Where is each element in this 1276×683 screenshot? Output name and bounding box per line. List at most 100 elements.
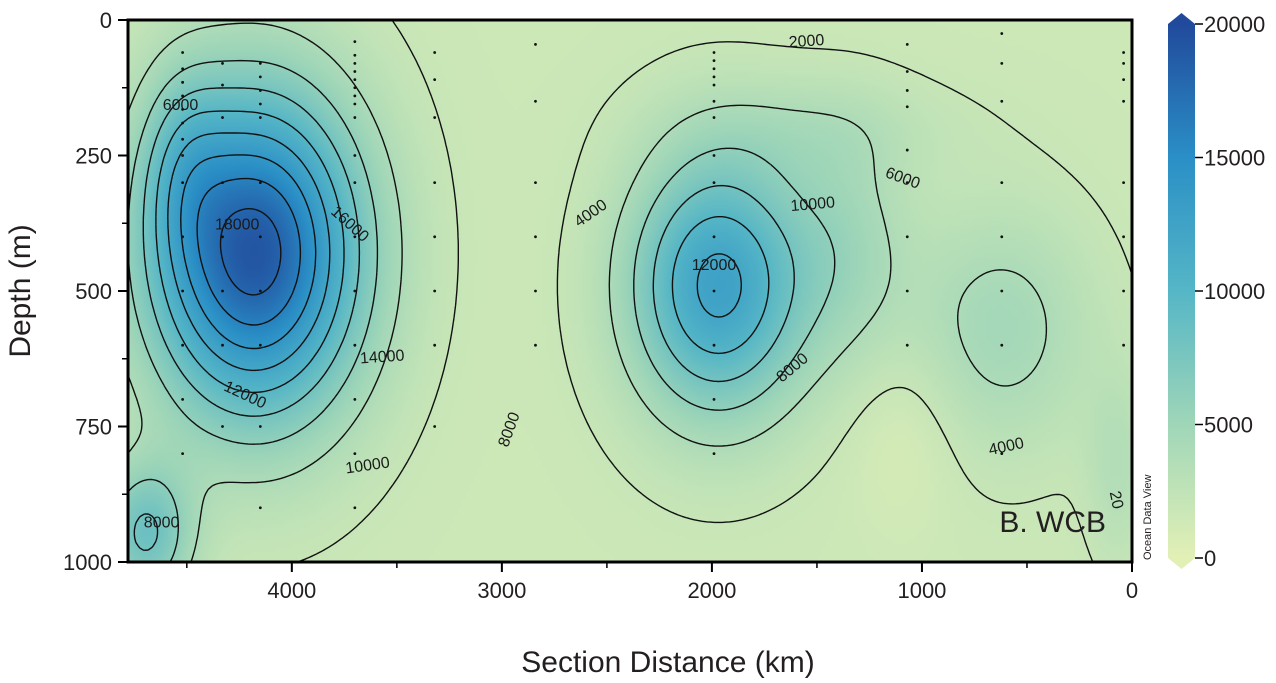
contour-label-text: 18000 (215, 216, 260, 233)
panel-label: B. WCB (999, 506, 1106, 539)
station-dot (353, 61, 357, 65)
contour-label-text: 2000 (788, 32, 825, 51)
colorbar: 0 5000 10000 15000 20000 (1168, 12, 1265, 571)
contour-label-text: 10000 (344, 454, 391, 477)
y-tick-label: 250 (75, 144, 112, 169)
station-dot (181, 108, 185, 111)
y-tick-label: 1000 (63, 550, 112, 575)
station-dot (258, 116, 262, 119)
station-dot (353, 506, 357, 510)
station-dot (258, 75, 262, 79)
station-dot (353, 40, 357, 44)
x-axis: 4000 3000 2000 1000 0 (186, 562, 1138, 603)
station-dot (181, 80, 185, 84)
station-dot (1000, 181, 1004, 185)
contour-label: 14000 (360, 347, 406, 367)
colorbar-tick-label: 15000 (1204, 146, 1265, 171)
station-dot (534, 181, 537, 185)
contour-line-8000 (133, 87, 795, 551)
station-dot (353, 70, 357, 73)
station-dot (1122, 61, 1125, 65)
station-dot (712, 181, 716, 185)
contour-label-text: 12000 (692, 257, 737, 274)
station-dot (181, 67, 185, 71)
x-tick-label: 0 (1126, 578, 1138, 603)
station-dot (712, 67, 716, 71)
station-dot (221, 235, 224, 239)
station-dot (433, 425, 437, 428)
x-tick-label: 1000 (897, 578, 946, 603)
colorbar-tick-label: 0 (1204, 546, 1216, 571)
station-dot (905, 289, 909, 293)
station-dot (1000, 452, 1004, 455)
station-dot (181, 137, 185, 141)
station-dot (534, 289, 537, 293)
station-dot (905, 181, 909, 185)
contour-line-14000 (180, 154, 317, 350)
contour-label: 10000 (790, 194, 836, 215)
y-axis-title: Depth (m) (4, 224, 37, 357)
contour-lines (128, 20, 1132, 562)
station-dot (712, 235, 716, 239)
station-dot (712, 343, 716, 347)
station-dot (905, 343, 909, 347)
station-dot (1000, 32, 1004, 35)
station-dot (181, 94, 185, 98)
station-dot (353, 53, 357, 57)
contour-label: 6000 (163, 97, 199, 114)
colorbar-min-extension (1168, 558, 1195, 569)
station-dot (433, 235, 437, 239)
station-dot (181, 289, 185, 293)
contour-label-text: 10000 (790, 194, 836, 215)
station-dot (353, 235, 357, 239)
y-tick-label: 750 (75, 415, 112, 440)
colorbar-ticks: 0 5000 10000 15000 20000 (1195, 12, 1265, 571)
colorbar-bar (1168, 24, 1195, 558)
station-dot (181, 398, 185, 401)
station-dot (433, 181, 437, 185)
contour-label: 10000 (344, 454, 391, 477)
contour-label: 18000 (215, 216, 260, 233)
station-sample-dots (181, 32, 1125, 510)
station-dot (712, 289, 716, 293)
station-dot (353, 94, 357, 98)
colorbar-tick-label: 10000 (1204, 279, 1265, 304)
station-dot (1122, 235, 1125, 239)
station-dot (1122, 343, 1125, 347)
contour-line-10000 (155, 110, 770, 394)
station-dot (221, 83, 224, 87)
station-dot (181, 121, 185, 125)
station-dot (905, 148, 909, 152)
station-dot (1000, 61, 1004, 65)
station-dot (1122, 289, 1125, 293)
station-dot (534, 343, 537, 347)
station-dot (1122, 51, 1125, 54)
station-dot (353, 102, 357, 106)
contour-label: 8000 (144, 514, 180, 531)
station-dot (353, 398, 357, 401)
station-dot (534, 42, 537, 46)
station-dot (353, 116, 357, 119)
station-dot (1000, 343, 1004, 347)
station-dot (534, 99, 537, 103)
station-dot (258, 343, 262, 347)
station-dot (712, 51, 716, 54)
station-dot (712, 99, 716, 103)
station-dot (433, 289, 437, 293)
y-tick-label: 0 (100, 8, 112, 33)
contour-line-16000 (196, 177, 302, 326)
contour-line-12000 (167, 132, 742, 372)
station-dot (353, 78, 357, 82)
station-dot (712, 116, 716, 119)
station-dot (353, 289, 357, 293)
station-dot (258, 181, 262, 185)
station-dot (712, 154, 716, 157)
contour-label: 2000 (788, 32, 825, 51)
station-dot (258, 235, 262, 239)
station-dot (258, 102, 262, 106)
contour-label-text: 14000 (360, 347, 406, 367)
station-dot (712, 59, 716, 63)
station-dot (181, 181, 185, 185)
